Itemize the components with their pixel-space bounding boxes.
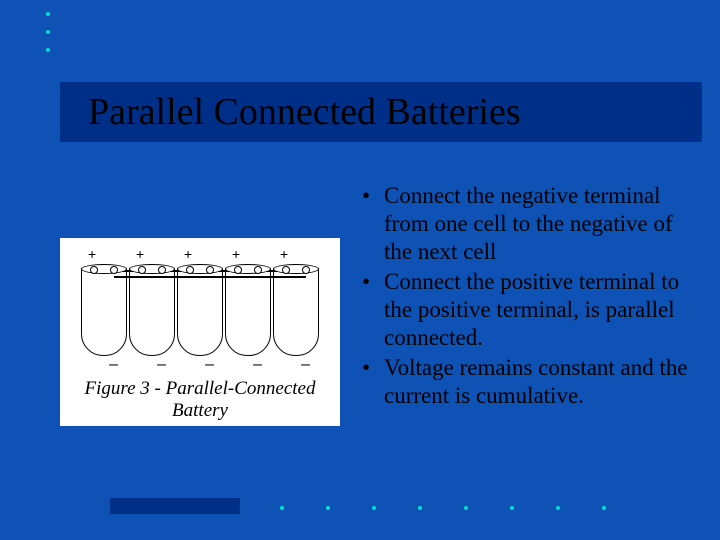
minus-label: –	[205, 356, 214, 374]
decor-dot	[326, 506, 330, 510]
plus-label: +	[136, 246, 144, 262]
positive-terminal	[282, 266, 290, 274]
cell-body	[225, 268, 271, 356]
decor-dot	[46, 48, 50, 52]
positive-terminal	[186, 266, 194, 274]
battery-cell: +–	[80, 246, 128, 356]
battery-cells-row: +–+–+–+–+–	[80, 246, 320, 356]
decor-dot	[372, 506, 376, 510]
decor-dot	[464, 506, 468, 510]
negative-terminal	[110, 266, 118, 274]
battery-cell: +–	[272, 246, 320, 356]
plus-label: +	[232, 246, 240, 262]
plus-label: +	[280, 246, 288, 262]
decor-dot	[510, 506, 514, 510]
decor-dot	[418, 506, 422, 510]
bullet-list: Connect the negative terminal from one c…	[360, 178, 690, 426]
battery-cell: +–	[224, 246, 272, 356]
positive-terminal	[90, 266, 98, 274]
cell-body	[129, 268, 175, 356]
negative-terminal	[302, 266, 310, 274]
decor-dot	[46, 30, 50, 34]
plus-label: +	[184, 246, 192, 262]
cell-top	[225, 264, 271, 274]
caption-line-2: Battery	[172, 400, 228, 421]
decor-dots-top	[46, 12, 50, 52]
cell-top	[273, 264, 319, 274]
minus-label: –	[301, 356, 310, 374]
bullet-ul: Connect the negative terminal from one c…	[360, 182, 690, 410]
cell-top	[81, 264, 127, 274]
decor-dot	[280, 506, 284, 510]
slide-title: Parallel Connected Batteries	[88, 90, 521, 134]
cell-top	[129, 264, 175, 274]
cell-body	[177, 268, 223, 356]
decor-dots-bottom	[280, 506, 606, 510]
negative-terminal	[158, 266, 166, 274]
battery-cell: +–	[176, 246, 224, 356]
caption-line-1: Figure 3 - Parallel-Connected	[85, 378, 316, 399]
plus-label: +	[88, 246, 96, 262]
footer-accent-bar	[110, 498, 240, 514]
cell-body	[273, 268, 319, 356]
bullet-item: Connect the negative terminal from one c…	[360, 182, 690, 266]
minus-label: –	[253, 356, 262, 374]
negative-terminal	[206, 266, 214, 274]
bullet-item: Connect the positive terminal to the pos…	[360, 268, 690, 352]
decor-dot	[556, 506, 560, 510]
minus-label: –	[157, 356, 166, 374]
decor-dot	[46, 12, 50, 16]
negative-terminal	[254, 266, 262, 274]
battery-figure: +–+–+–+–+– Figure 3 - Parallel-Connected…	[60, 238, 340, 426]
cell-top	[177, 264, 223, 274]
minus-label: –	[109, 356, 118, 374]
battery-cell: +–	[128, 246, 176, 356]
content-area: +–+–+–+–+– Figure 3 - Parallel-Connected…	[60, 178, 690, 426]
positive-terminal	[234, 266, 242, 274]
negative-bus-wire	[114, 276, 306, 278]
decor-dot	[602, 506, 606, 510]
positive-terminal	[138, 266, 146, 274]
title-bar: Parallel Connected Batteries	[60, 82, 702, 142]
figure-caption: Figure 3 - Parallel-Connected Battery	[85, 378, 316, 422]
bullet-item: Voltage remains constant and the current…	[360, 354, 690, 410]
cell-body	[81, 268, 127, 356]
